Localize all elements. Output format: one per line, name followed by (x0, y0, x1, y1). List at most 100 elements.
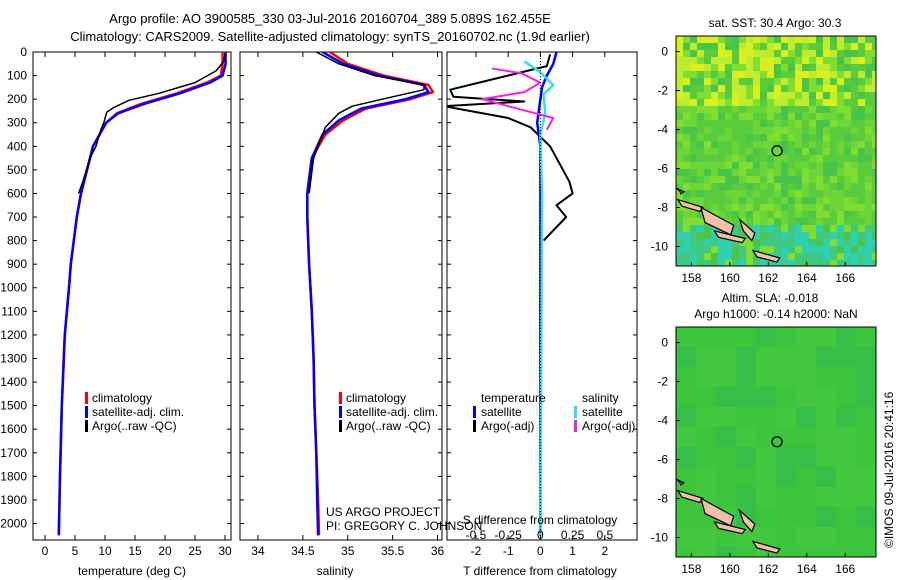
map-cell (830, 120, 837, 127)
map-cell (830, 204, 837, 211)
map-cell (851, 169, 858, 176)
legend-swatch (574, 420, 577, 432)
map-cell (836, 327, 856, 347)
map-cell (788, 148, 795, 155)
map-cell (795, 134, 802, 141)
map-field (676, 36, 876, 266)
map-cell (858, 155, 865, 162)
map-cell (704, 253, 711, 260)
map-cell (856, 327, 876, 347)
x-tick-label: 162 (758, 562, 778, 576)
x-tick-label: 0 (42, 544, 49, 558)
map-cell (851, 50, 858, 57)
map-cell (816, 225, 823, 232)
legend-swatch (574, 406, 577, 418)
map-cell (865, 162, 872, 169)
map-cell (872, 246, 876, 253)
map-cell (823, 197, 830, 204)
map-cell (796, 527, 816, 547)
map-cell (690, 162, 697, 169)
map-cell (683, 113, 690, 120)
map-cell (711, 113, 718, 120)
series-group (306, 52, 435, 536)
map-cell (774, 85, 781, 92)
map-cell (788, 85, 795, 92)
map-cell (690, 155, 697, 162)
map-cell (872, 148, 876, 155)
legend-swatch (473, 406, 476, 418)
map-cell (690, 211, 697, 218)
map-cell (844, 78, 851, 85)
map-cell (865, 50, 872, 57)
map-cell (697, 36, 704, 43)
map-cell (697, 148, 704, 155)
map-cell (781, 127, 788, 134)
map-cell (788, 176, 795, 183)
map-cell (795, 92, 802, 99)
map-cell (872, 113, 876, 120)
map-cell (781, 43, 788, 50)
map-cell (736, 487, 756, 507)
map-cell (795, 232, 802, 239)
map-cell (851, 106, 858, 113)
map-cell (776, 447, 796, 467)
map-cell (767, 204, 774, 211)
map-cell (788, 260, 795, 266)
map-cell (837, 57, 844, 64)
map-cell (865, 183, 872, 190)
map-cell (816, 547, 836, 557)
map-cell (716, 347, 736, 367)
map-cell (760, 246, 767, 253)
map-cell (858, 246, 865, 253)
map-cell (732, 218, 739, 225)
map-cell (837, 106, 844, 113)
map-cell (837, 127, 844, 134)
map-cell (856, 367, 876, 387)
map-cell (802, 253, 809, 260)
map-cell (756, 367, 776, 387)
map-cell (774, 148, 781, 155)
map-cell (753, 260, 760, 266)
map-cell (856, 407, 876, 427)
map-cell (746, 260, 753, 266)
map-cell (690, 239, 697, 246)
map-cell (732, 85, 739, 92)
map-cell (767, 218, 774, 225)
legend-s-satellite: satellite (582, 405, 623, 419)
map-cell (830, 71, 837, 78)
map-cell (844, 211, 851, 218)
map-cell (837, 148, 844, 155)
map-cell (802, 71, 809, 78)
map-cell (753, 169, 760, 176)
map-cell (739, 246, 746, 253)
map-cell (865, 253, 872, 260)
map-cell (816, 36, 823, 43)
map-cell (718, 176, 725, 183)
map-cell (697, 64, 704, 71)
map-cell (683, 57, 690, 64)
map-cell (823, 36, 830, 43)
map-cell (704, 106, 711, 113)
map-cell (683, 148, 690, 155)
map-cell (676, 106, 683, 113)
map-cell (837, 204, 844, 211)
map-cell (756, 427, 776, 447)
map-cell (788, 134, 795, 141)
map-cell (704, 176, 711, 183)
map-cell (844, 232, 851, 239)
map-cell (676, 225, 683, 232)
map-cell (837, 85, 844, 92)
map-cell (872, 218, 876, 225)
map-cell (767, 197, 774, 204)
map-cell (690, 113, 697, 120)
map-cell (796, 367, 816, 387)
map-cell (697, 218, 704, 225)
map-cell (872, 162, 876, 169)
map-cell (781, 162, 788, 169)
map-cell (788, 43, 795, 50)
map-cell (872, 57, 876, 64)
map-cell (760, 232, 767, 239)
map-cell (683, 197, 690, 204)
map-cell (683, 239, 690, 246)
